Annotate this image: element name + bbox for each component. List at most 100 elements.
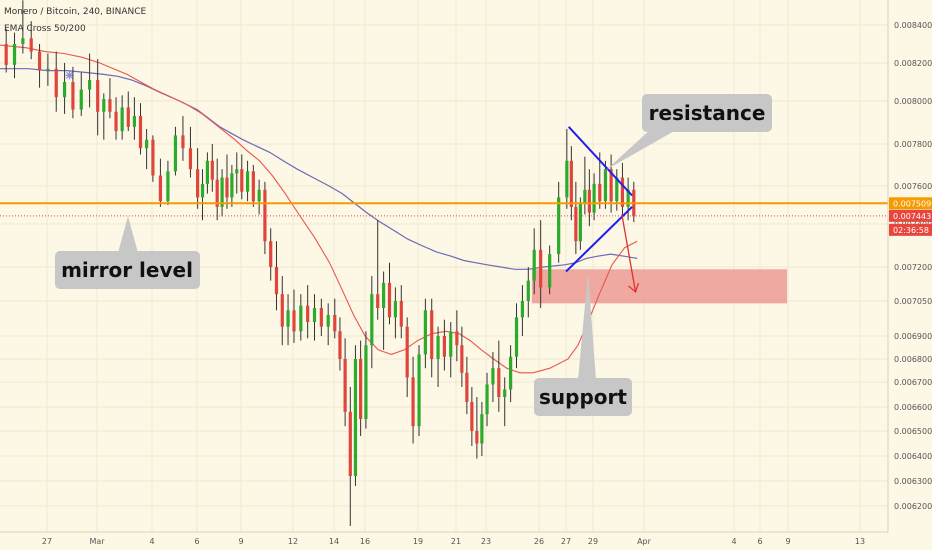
y-tick-label: 0.006500 [894,427,932,436]
candle-body [235,169,239,174]
x-tick-label: 29 [588,537,598,546]
candle-body [609,169,613,202]
candle-body [376,294,380,308]
callout-box [55,251,200,289]
candle-body [230,173,234,198]
candle-body [37,51,42,71]
y-tick-label: 0.007200 [894,263,932,272]
y-tick-label: 0.006200 [894,502,932,511]
ema-layer [0,44,638,374]
callout[interactable]: support [534,272,632,416]
candle-body [274,267,279,295]
candle-body [465,372,469,402]
x-tick-label: Mar [89,537,105,546]
candle-body [460,345,464,373]
candle-body [29,38,33,52]
candle-body [480,414,484,444]
callout-pointer [606,130,676,170]
time-axis-background[interactable] [0,532,888,550]
candle-body [557,197,561,255]
triangle-lower-line[interactable] [565,206,633,273]
candle-body [306,305,310,322]
candle-body [405,326,409,378]
x-tick-label: 6 [757,537,762,546]
candle-body [485,384,489,415]
x-tick-label: 9 [785,537,790,546]
x-tick-label: 4 [149,537,154,546]
candle-body [132,116,136,127]
price-tag-label: 02:36:58 [893,226,929,235]
candle-body [539,249,543,288]
candle-body [393,301,397,318]
x-tick-label: 27 [561,537,571,546]
projection-arrow-head [628,282,640,294]
price-tag [889,197,932,210]
callout-text: resistance [649,101,766,125]
candle-body [280,294,284,327]
candle-body [574,206,578,242]
price-axis-background[interactable] [888,0,932,532]
triangle-upper-line[interactable] [567,126,633,197]
candle-body [370,294,374,346]
target-zone [531,269,788,304]
callout-pointer [118,216,138,253]
candle-body [491,368,495,385]
candle-body [343,359,347,412]
candle-body [173,135,178,172]
candle-body [225,177,229,198]
price-axis[interactable]: 0.008400 0.008200 0.008000 0.007800 0.007600… [894,21,932,511]
candle-body [166,171,170,202]
candle-body [470,402,474,431]
candle-body [423,310,427,355]
chart-title: Monero / Bitcoin, 240, BINANCE [4,7,146,17]
time-axis[interactable]: 27 Mar 4 6 9 12 14 16 19 21 23 26 27 29 Apr 4 6 9 13 [42,537,865,546]
price-tags: 0.007509 0.007443 02:36:58 [889,197,932,236]
candle-body [126,107,130,127]
candle-body [359,359,363,419]
candle-body [102,99,106,112]
candle-body [151,139,155,176]
callout[interactable]: mirror level [55,216,200,289]
x-tick-label: 27 [42,537,52,546]
y-tick-label: 0.006900 [894,332,932,341]
candle-body [269,241,273,267]
x-tick-label: 21 [451,537,461,546]
projection-arrow-line [621,214,637,293]
callout[interactable]: resistance [606,94,772,170]
y-tick-label: 0.006600 [894,403,932,412]
candle-body [364,345,368,419]
candle-body [215,179,219,207]
ema-200-line [0,68,638,270]
candle-body [598,183,602,202]
candle-body [497,368,501,397]
candle-body [514,317,519,357]
candle-body [615,177,619,202]
candle-body [592,183,596,213]
candle-body [532,249,536,281]
callout-box [534,378,632,416]
candle-body [96,80,100,112]
ema-50-line [0,44,638,374]
indicator-label: EMA Cross 50/200 [4,24,86,34]
candle-body [292,310,296,332]
candle-body [411,377,415,427]
candle-body [455,331,459,346]
candle-body [196,169,200,198]
candle-body [348,411,352,476]
candle-body [565,160,569,198]
y-tick-label: 0.008400 [894,21,932,30]
x-tick-label: 9 [238,537,243,546]
price-tag-label: 0.007443 [893,212,931,221]
x-tick-label: 6 [194,537,199,546]
drawings [565,126,640,294]
candle-body [21,38,25,44]
candle-body [475,431,479,444]
x-tick-label: 26 [534,537,544,546]
candle-body [548,254,552,288]
candle-body [4,44,8,65]
candle-body [205,160,210,184]
candle-body [583,189,587,204]
candle-body [240,169,244,192]
y-tick-label: 0.006700 [894,378,932,387]
